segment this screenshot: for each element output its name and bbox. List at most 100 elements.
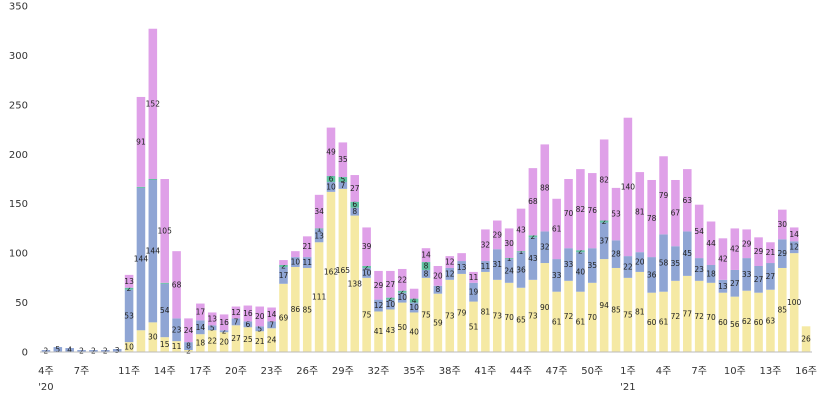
blue-bar-segment bbox=[53, 347, 63, 352]
teal-bar-segment bbox=[314, 228, 324, 230]
data-label: 69 bbox=[279, 313, 289, 322]
yellow-bar-segment bbox=[136, 330, 146, 352]
data-label: 19 bbox=[469, 288, 479, 297]
data-label: 75 bbox=[623, 310, 633, 319]
y-tick-label: 100 bbox=[9, 249, 28, 260]
x-tick-label: 20주 bbox=[225, 366, 247, 377]
blue-bar-segment bbox=[718, 279, 728, 293]
data-label: 14 bbox=[421, 251, 431, 260]
violet-bar-segment bbox=[754, 237, 763, 266]
blue-bar-segment bbox=[397, 292, 407, 303]
bars: 2 5 4 2 2 2 3 105321314491301441521554105112368… bbox=[41, 28, 811, 356]
data-label: 18 bbox=[706, 269, 716, 278]
bar-stack: 26 bbox=[801, 326, 811, 352]
teal-bar-segment bbox=[136, 186, 146, 188]
data-label: 29 bbox=[374, 281, 384, 290]
blue-bar-segment bbox=[635, 252, 645, 272]
bar-stack: 100 12 14 bbox=[787, 227, 802, 352]
data-label: 20 bbox=[255, 312, 265, 321]
data-label: 8 bbox=[352, 207, 357, 216]
blue-bar-segment bbox=[421, 269, 431, 278]
teal-bar-segment bbox=[326, 176, 336, 182]
bar-stack: 2 bbox=[77, 347, 86, 356]
yellow-bar-segment bbox=[552, 291, 561, 352]
bar-stack: 77 45 63 bbox=[683, 169, 693, 352]
yellow-bar-segment bbox=[611, 267, 621, 352]
data-label: 20 bbox=[433, 271, 443, 280]
yellow-bar-segment bbox=[184, 350, 193, 352]
data-label: 67 bbox=[671, 209, 681, 218]
yellow-bar-segment bbox=[207, 330, 217, 352]
violet-bar-segment bbox=[148, 28, 158, 180]
data-label: 29 bbox=[742, 239, 752, 248]
bar-stack: 85 29 30 bbox=[778, 209, 788, 352]
x-tick-label: 26주 bbox=[296, 366, 318, 377]
bar-stack: 22 513 bbox=[207, 312, 217, 352]
violet-bar-segment bbox=[564, 179, 573, 249]
data-label: 16 bbox=[243, 309, 253, 318]
data-label: 25 bbox=[243, 335, 253, 344]
bar-stack: 2 bbox=[41, 347, 51, 356]
data-label: 70 bbox=[706, 313, 716, 322]
bar-stack: 10 53 213 bbox=[124, 274, 134, 352]
data-label: 21 bbox=[255, 337, 265, 346]
bar-stack: 90 32 88 bbox=[540, 144, 550, 352]
violet-bar-segment bbox=[196, 303, 205, 321]
bar-stack: 72 23 54 bbox=[694, 204, 704, 352]
yellow-bar-segment bbox=[124, 342, 134, 352]
data-label: 94 bbox=[599, 301, 609, 310]
data-label: 12 bbox=[374, 301, 384, 310]
data-label: 86 bbox=[291, 305, 301, 314]
blue-bar-segment bbox=[623, 256, 633, 278]
violet-bar-segment bbox=[516, 208, 526, 252]
bar-stack: 73 43 2 68 bbox=[528, 168, 538, 352]
bar-stack: 75 22 140 bbox=[621, 117, 635, 352]
yellow-bar-segment bbox=[766, 289, 775, 352]
data-label: 13 bbox=[124, 277, 134, 286]
data-label: 73 bbox=[492, 311, 502, 320]
blue-bar-segment bbox=[588, 248, 597, 283]
data-label: 21 bbox=[766, 248, 776, 257]
yellow-bar-segment bbox=[718, 292, 728, 352]
data-label: 33 bbox=[742, 270, 752, 279]
teal-bar-segment bbox=[599, 220, 609, 223]
bar-stack: 43 102 27 bbox=[386, 270, 395, 352]
yellow-bar-segment bbox=[599, 259, 609, 352]
data-label: 81 bbox=[635, 307, 645, 316]
blue-bar-segment bbox=[552, 259, 561, 292]
violet-bar-segment bbox=[635, 172, 645, 253]
data-label: 11 bbox=[481, 262, 491, 271]
bar-stack: 30 144 152 bbox=[146, 28, 160, 352]
data-label: 2 bbox=[602, 217, 607, 226]
data-label: 6 bbox=[329, 175, 334, 184]
data-label: 54 bbox=[160, 306, 170, 315]
bar-stack: 21 5 20 bbox=[255, 306, 265, 352]
data-label: 2 bbox=[364, 262, 369, 271]
violet-bar-segment bbox=[588, 173, 597, 249]
violet-bar-segment bbox=[469, 271, 478, 283]
yellow-bar-segment bbox=[469, 301, 478, 352]
yellow-bar-segment bbox=[789, 253, 799, 352]
violet-bar-segment bbox=[552, 198, 561, 260]
data-label: 5 bbox=[257, 324, 262, 333]
yellow-bar-segment bbox=[302, 267, 312, 352]
data-label: 29 bbox=[778, 249, 788, 258]
violet-bar-segment bbox=[504, 228, 514, 259]
data-label: 27 bbox=[231, 334, 241, 343]
data-label: 30 bbox=[148, 333, 158, 342]
yellow-bar-segment bbox=[148, 322, 158, 352]
blue-bar-segment bbox=[124, 289, 134, 343]
data-label: 61 bbox=[576, 317, 586, 326]
data-label: 90 bbox=[540, 303, 550, 312]
bar-stack: 40 104 bbox=[409, 288, 419, 352]
yellow-bar-segment bbox=[421, 277, 431, 352]
data-label: 45 bbox=[683, 249, 693, 258]
blue-bar-segment bbox=[754, 265, 763, 293]
data-label: 7 bbox=[269, 320, 274, 329]
data-label: 2 bbox=[388, 294, 393, 303]
data-label: 23 bbox=[694, 265, 704, 274]
data-label: 81 bbox=[481, 307, 491, 316]
violet-bar-segment bbox=[374, 270, 383, 300]
data-label: 40 bbox=[576, 267, 586, 276]
yellow-bar-segment bbox=[481, 271, 490, 352]
